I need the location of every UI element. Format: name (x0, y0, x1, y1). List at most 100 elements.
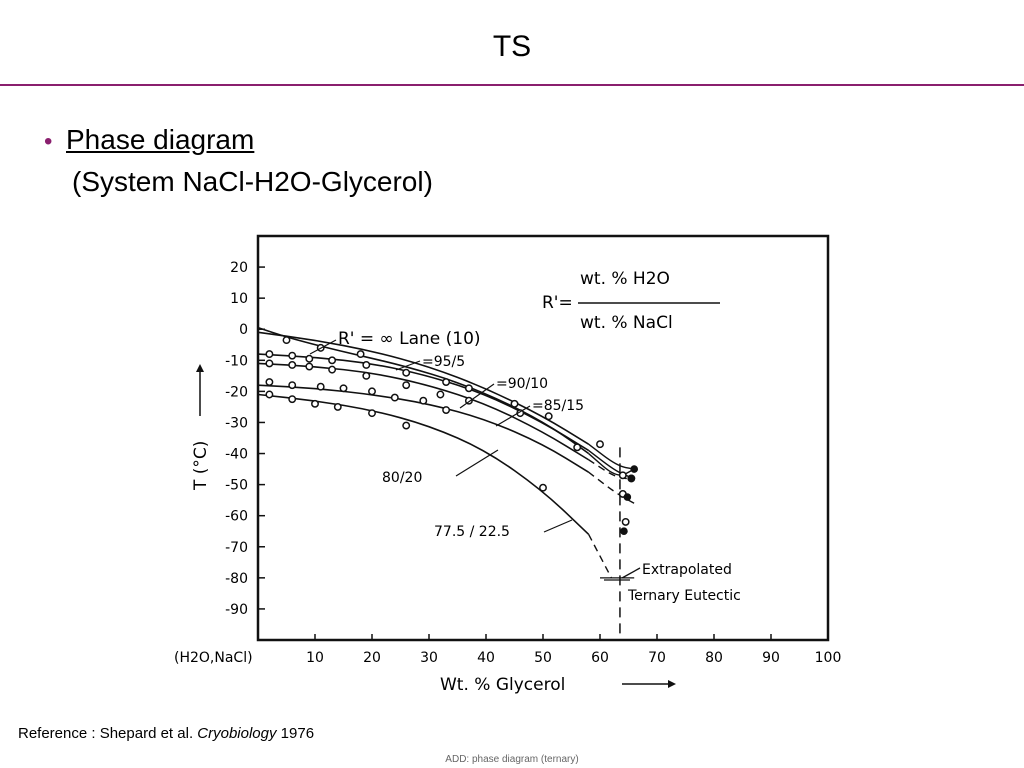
x-axis-origin-label: (H2O,NaCl) (174, 650, 253, 666)
data-point-4 (621, 517, 630, 526)
series-label-80-20: 80/20 (382, 470, 422, 486)
data-point-2 (328, 356, 337, 365)
eutectic-point (627, 474, 636, 483)
formula-denominator: wt. % NaCl (580, 313, 673, 333)
series-label-85-15: =85/15 (532, 398, 584, 414)
data-point-5 (539, 483, 547, 492)
data-point-3 (305, 362, 314, 371)
x-tick-label: 90 (762, 650, 780, 666)
annotation-extrapolated: Extrapolated (642, 562, 732, 578)
data-point-4 (288, 381, 297, 390)
series-line-extension-4 (588, 471, 635, 504)
reference-text: Reference : Shepard et al. (18, 725, 198, 742)
data-point-5 (333, 402, 342, 411)
label-arrows (309, 339, 573, 533)
series-label-77-5-22-5: 77.5 / 22.5 (434, 524, 510, 540)
data-point-3 (265, 359, 274, 368)
eutectic-point (630, 465, 638, 473)
data-point-2 (305, 354, 314, 363)
footer-note: ADD: phase diagram (ternary) (445, 754, 579, 765)
y-tick-label: 20 (230, 260, 248, 276)
data-point-3 (436, 390, 445, 399)
bullet-subheading: (System NaCl-H2O-Glycerol) (72, 166, 433, 197)
data-point-2 (362, 361, 371, 369)
eutectic-point (623, 493, 632, 501)
data-point-3 (573, 443, 582, 452)
data-point-5 (265, 390, 274, 399)
formula-lhs: R'= (542, 293, 573, 313)
title-divider (0, 84, 1024, 86)
x-tick-label: 70 (648, 650, 666, 666)
x-tick-label: 80 (705, 650, 723, 666)
data-point-5 (402, 421, 411, 430)
y-tick-label: -10 (225, 353, 248, 369)
data-point-2 (618, 471, 627, 480)
y-axis-arrowhead (196, 364, 204, 372)
reference-journal: Cryobiology (197, 725, 277, 742)
x-tick-label: 50 (534, 650, 552, 666)
eutectic-arrow (621, 567, 641, 579)
bullet-heading: Phase diagram (66, 124, 255, 155)
x-axis-arrowhead (668, 680, 676, 688)
data-point-2 (402, 368, 411, 377)
data-point-4 (339, 384, 348, 393)
data-point-2 (288, 351, 297, 360)
y-tick-label: -50 (225, 478, 248, 494)
data-point-2 (510, 399, 519, 408)
series-line-1 (257, 331, 590, 445)
series-line-extension-0 (588, 453, 635, 476)
series-label-90-10: =90/10 (496, 376, 548, 392)
data-point-1 (282, 336, 291, 345)
y-tick-label: -70 (225, 540, 248, 556)
data-point-3 (328, 365, 337, 374)
x-tick-label: 20 (363, 650, 381, 666)
eutectic-point (620, 527, 628, 536)
x-axis-label: Wt. % Glycerol (440, 675, 565, 695)
x-tick-label: 40 (477, 650, 495, 666)
slide-title: TS (492, 30, 532, 63)
y-tick-label: -40 (225, 447, 248, 463)
data-point-2 (464, 384, 473, 393)
data-point-4 (390, 393, 399, 402)
data-point-2 (596, 440, 604, 449)
formula-numerator: wt. % H2O (580, 269, 670, 289)
data-point-5 (288, 395, 297, 404)
data-point-1 (356, 350, 365, 359)
y-tick-label: -60 (225, 509, 248, 525)
data-point-4 (265, 378, 274, 387)
data-point-3 (402, 381, 411, 390)
annotation-ternary-eutectic: Ternary Eutectic (627, 588, 741, 604)
data-point-4 (316, 382, 325, 391)
phase-diagram-figure: 20 10 0 -10 -20 -30 -40 -50 -60 -70 -80 -90 10 20 30 4… (160, 220, 860, 700)
y-tick-label: -80 (225, 571, 248, 587)
data-point-4 (442, 406, 451, 414)
x-tick-label: 30 (420, 650, 438, 666)
x-tick-label: 60 (591, 650, 609, 666)
series-label-lane: R' = ∞ Lane (10) (338, 329, 481, 349)
bullet-block: • Phase diagram (System NaCl-H2O-Glycerol… (44, 120, 433, 202)
data-point-3 (288, 361, 297, 369)
y-tick-label: 10 (230, 291, 248, 307)
series-line-extension-5 (587, 534, 613, 579)
reference-year: 1976 (276, 725, 315, 742)
y-tick-label: -30 (225, 415, 248, 431)
data-point-2 (544, 412, 553, 421)
series-line-extension-1 (588, 443, 635, 470)
data-point-5 (311, 399, 319, 408)
y-tick-label: -20 (225, 384, 248, 400)
data-point-2 (442, 378, 451, 387)
bullet-icon: • (44, 128, 53, 155)
data-point-3 (362, 371, 371, 380)
data-point-2 (265, 350, 274, 359)
y-tick-label: -90 (225, 602, 248, 618)
y-axis-label: T (°C) (191, 441, 211, 491)
data-point-5 (368, 409, 376, 418)
y-tick-label: 0 (239, 322, 248, 338)
series-label-95-5: =95/5 (422, 354, 465, 370)
reference-citation: Reference : Shepard et al. Cryobiology 1… (18, 725, 314, 742)
data-point-4 (368, 387, 376, 396)
x-tick-label: 10 (306, 650, 324, 666)
x-tick-label: 100 (815, 650, 842, 666)
data-point-4 (419, 396, 428, 405)
